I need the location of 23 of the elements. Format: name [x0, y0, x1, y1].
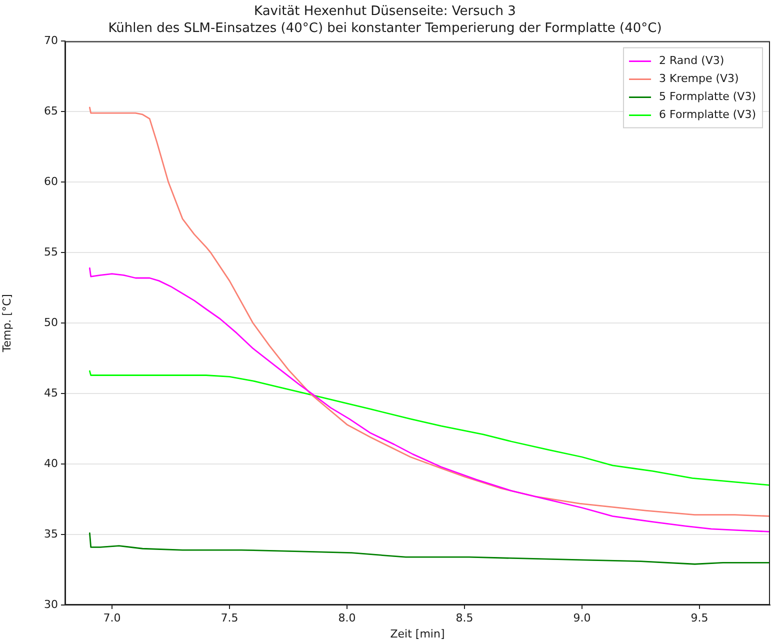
legend-label: 2 Rand (V3): [659, 54, 724, 68]
x-tick-label: 8.0: [338, 611, 356, 624]
y-tick-label: 70: [44, 34, 58, 48]
y-tick-label: 30: [44, 598, 58, 611]
chart-subtitle: Kühlen des SLM-Einsatzes (40°C) bei konstanter Temperierung der Formplatte (40°C): [108, 20, 662, 36]
y-tick-label: 50: [44, 316, 58, 329]
legend-label: 5 Formplatte (V3): [659, 90, 756, 104]
y-tick-label: 35: [44, 527, 58, 540]
chart-title: Kavität Hexenhut Düsenseite: Versuch 3: [254, 4, 516, 20]
y-tick-label: 45: [44, 386, 58, 400]
x-tick-label: 8.5: [456, 611, 474, 624]
x-tick-label: 9.0: [573, 611, 591, 624]
x-tick-label: 7.0: [103, 611, 121, 624]
x-tick-label: 7.5: [220, 611, 238, 624]
y-tick-label: 40: [44, 456, 58, 470]
y-tick-label: 65: [44, 104, 58, 118]
y-axis-title: Temp. [°C]: [0, 294, 14, 354]
x-axis-title: Zeit [min]: [390, 627, 445, 640]
x-tick-label: 9.5: [690, 611, 708, 624]
legend-label: 3 Krempe (V3): [659, 72, 739, 86]
y-tick-label: 60: [44, 175, 58, 188]
y-tick-label: 55: [44, 245, 58, 258]
legend-label: 6 Formplatte (V3): [659, 108, 756, 122]
